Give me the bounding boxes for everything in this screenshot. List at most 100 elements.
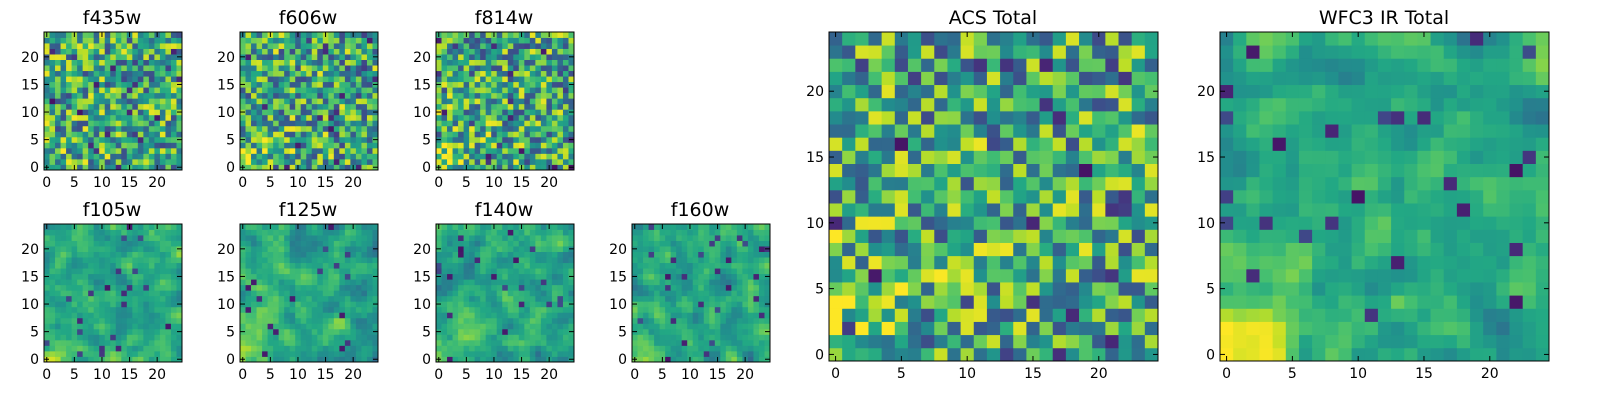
heatmap-cell xyxy=(126,339,133,346)
heatmap-cell xyxy=(66,131,72,138)
heatmap-cell xyxy=(670,334,677,341)
heatmap-cell xyxy=(546,125,553,132)
heatmap-cell xyxy=(159,81,166,88)
heatmap-cell xyxy=(104,240,111,247)
heatmap-cell xyxy=(251,92,257,99)
heatmap-cell xyxy=(692,284,699,291)
heatmap-cell xyxy=(458,273,464,280)
heatmap-cell xyxy=(447,229,453,236)
heatmap-cell xyxy=(93,114,100,121)
heatmap-cell xyxy=(469,70,476,77)
heatmap-cell xyxy=(132,284,139,291)
heatmap-cell xyxy=(648,323,655,330)
heatmap-cell xyxy=(535,345,542,352)
heatmap-cell xyxy=(654,279,660,286)
heatmap-cell xyxy=(546,98,553,105)
heatmap-cell xyxy=(262,87,268,94)
heatmap-cell xyxy=(529,350,536,357)
heatmap-cell xyxy=(659,317,666,324)
heatmap-cell xyxy=(60,312,67,319)
heatmap-cell xyxy=(361,224,368,230)
heatmap-cell xyxy=(322,43,329,49)
heatmap-cell xyxy=(295,246,302,252)
heatmap-cell xyxy=(143,317,150,324)
heatmap-cell xyxy=(665,273,672,280)
heatmap-cell xyxy=(306,153,313,160)
heatmap-cell xyxy=(82,81,89,88)
heatmap-cell xyxy=(77,356,84,363)
heatmap-cell xyxy=(742,229,749,236)
heatmap-cell xyxy=(110,120,117,127)
heatmap-cell xyxy=(273,147,280,154)
heatmap-cell xyxy=(251,103,257,110)
heatmap-cell xyxy=(350,350,357,357)
heatmap-cell xyxy=(1079,242,1093,257)
heatmap-cell xyxy=(295,103,302,110)
heatmap-cell xyxy=(568,334,575,341)
heatmap-cell xyxy=(306,224,313,230)
heatmap-cell xyxy=(529,54,536,60)
y-tick-label: 5 xyxy=(226,133,235,149)
heatmap-cell xyxy=(121,92,128,99)
heatmap-cell xyxy=(491,246,498,252)
heatmap-cell xyxy=(300,76,307,83)
heatmap-cell xyxy=(344,224,351,230)
heatmap-cell xyxy=(1065,189,1080,204)
heatmap-cell xyxy=(322,246,329,252)
heatmap-cell xyxy=(637,229,644,236)
heatmap-cell xyxy=(311,70,318,77)
heatmap-cell xyxy=(480,109,487,116)
heatmap-cell xyxy=(502,158,509,165)
heatmap-cell xyxy=(143,98,150,105)
heatmap-cell xyxy=(703,295,710,302)
heatmap-cell xyxy=(562,147,569,154)
heatmap-cell xyxy=(82,153,89,160)
heatmap-cell xyxy=(317,120,324,127)
heatmap-cell xyxy=(480,290,487,297)
heatmap-cell xyxy=(110,114,117,121)
heatmap-cell xyxy=(311,65,318,72)
heatmap-cell xyxy=(317,339,324,346)
heatmap-cell xyxy=(529,87,536,94)
heatmap-cell xyxy=(557,224,564,230)
heatmap-cell xyxy=(366,235,373,241)
heatmap-cell xyxy=(121,312,128,319)
heatmap-cell xyxy=(148,87,155,94)
heatmap-cell xyxy=(245,142,252,149)
heatmap-cell xyxy=(328,98,335,105)
heatmap-cell xyxy=(676,284,683,291)
heatmap-cell xyxy=(137,345,144,352)
heatmap-cell xyxy=(507,98,514,105)
heatmap-cell xyxy=(344,125,351,132)
heatmap-cell xyxy=(551,268,558,275)
heatmap-cell xyxy=(366,229,373,236)
heatmap-cell xyxy=(513,345,520,352)
heatmap-cell xyxy=(240,125,246,132)
heatmap-cell xyxy=(71,70,78,77)
heatmap-cell xyxy=(485,158,492,165)
heatmap-cell xyxy=(540,164,547,171)
heatmap-cell xyxy=(317,268,324,275)
heatmap-cell xyxy=(289,37,296,44)
heatmap-cell xyxy=(110,98,117,105)
heatmap-cell xyxy=(637,273,644,280)
heatmap-cell xyxy=(670,251,677,258)
heatmap-cell xyxy=(551,317,558,324)
x-tick-label: 5 xyxy=(70,175,79,191)
heatmap-cell xyxy=(648,262,655,269)
heatmap-cell xyxy=(245,32,252,38)
heatmap-cell xyxy=(366,120,373,127)
heatmap-cell xyxy=(436,240,442,247)
heatmap-cell xyxy=(947,242,961,257)
heatmap-cell xyxy=(452,350,459,357)
heatmap-cell xyxy=(267,103,274,110)
heatmap-cell xyxy=(71,109,78,116)
heatmap-cell xyxy=(714,284,721,291)
heatmap-cell xyxy=(251,48,257,55)
heatmap-cell xyxy=(289,323,296,330)
heatmap-cell xyxy=(143,131,150,138)
heatmap-cell xyxy=(273,70,280,77)
heatmap-cell xyxy=(502,164,509,171)
heatmap-cell xyxy=(344,103,351,110)
heatmap-cell xyxy=(322,48,329,55)
